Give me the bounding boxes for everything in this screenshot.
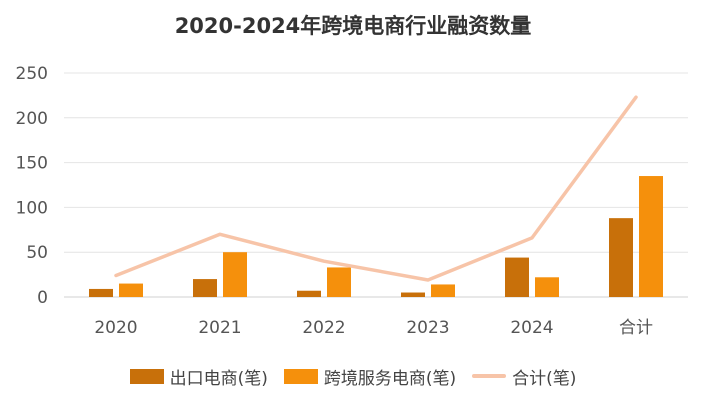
bar-service-2022 [327, 267, 351, 297]
bar-export-合计 [609, 218, 633, 297]
bar-export-2021 [193, 279, 217, 297]
legend-swatch-export [129, 368, 164, 384]
bar-service-2023 [431, 284, 455, 297]
y-tick-label: 200 [16, 109, 48, 129]
bar-service-合计 [639, 176, 663, 297]
y-tick-label: 250 [16, 64, 48, 84]
y-tick-label: 50 [26, 243, 48, 263]
bar-export-2023 [401, 292, 425, 297]
bar-export-2022 [297, 290, 321, 297]
legend-item-export: 出口电商(笔) [129, 364, 268, 389]
legend-label-total: 合计(笔) [512, 368, 577, 389]
x-tick-label: 2024 [510, 318, 553, 338]
bar-export-2020 [89, 288, 113, 297]
legend-swatch-service [283, 368, 318, 384]
bar-export-2024 [505, 257, 529, 297]
bar-service-2024 [535, 277, 559, 297]
legend-swatch-total [472, 374, 507, 378]
legend-label-export: 出口电商(笔) [169, 368, 268, 389]
x-tick-label: 合计 [619, 318, 653, 338]
x-tick-label: 2021 [198, 318, 241, 338]
legend-item-total: 合计(笔) [472, 364, 576, 389]
legend-item-service: 跨境服务电商(笔) [283, 364, 457, 389]
x-tick-label: 2020 [94, 318, 137, 338]
y-tick-label: 150 [16, 154, 48, 174]
chart-legend: 出口电商(笔) 跨境服务电商(笔) 合计(笔) [0, 361, 706, 391]
chart-title: 2020-2024年跨境电商行业融资数量 [174, 14, 532, 38]
x-tick-label: 2023 [406, 318, 449, 338]
legend-label-service: 跨境服务电商(笔) [323, 368, 457, 389]
bar-service-2020 [119, 283, 143, 297]
y-tick-label: 0 [37, 288, 48, 308]
line-total [114, 95, 638, 282]
x-tick-label: 2022 [302, 318, 345, 338]
y-tick-label: 100 [16, 198, 48, 218]
bar-service-2021 [223, 252, 247, 297]
